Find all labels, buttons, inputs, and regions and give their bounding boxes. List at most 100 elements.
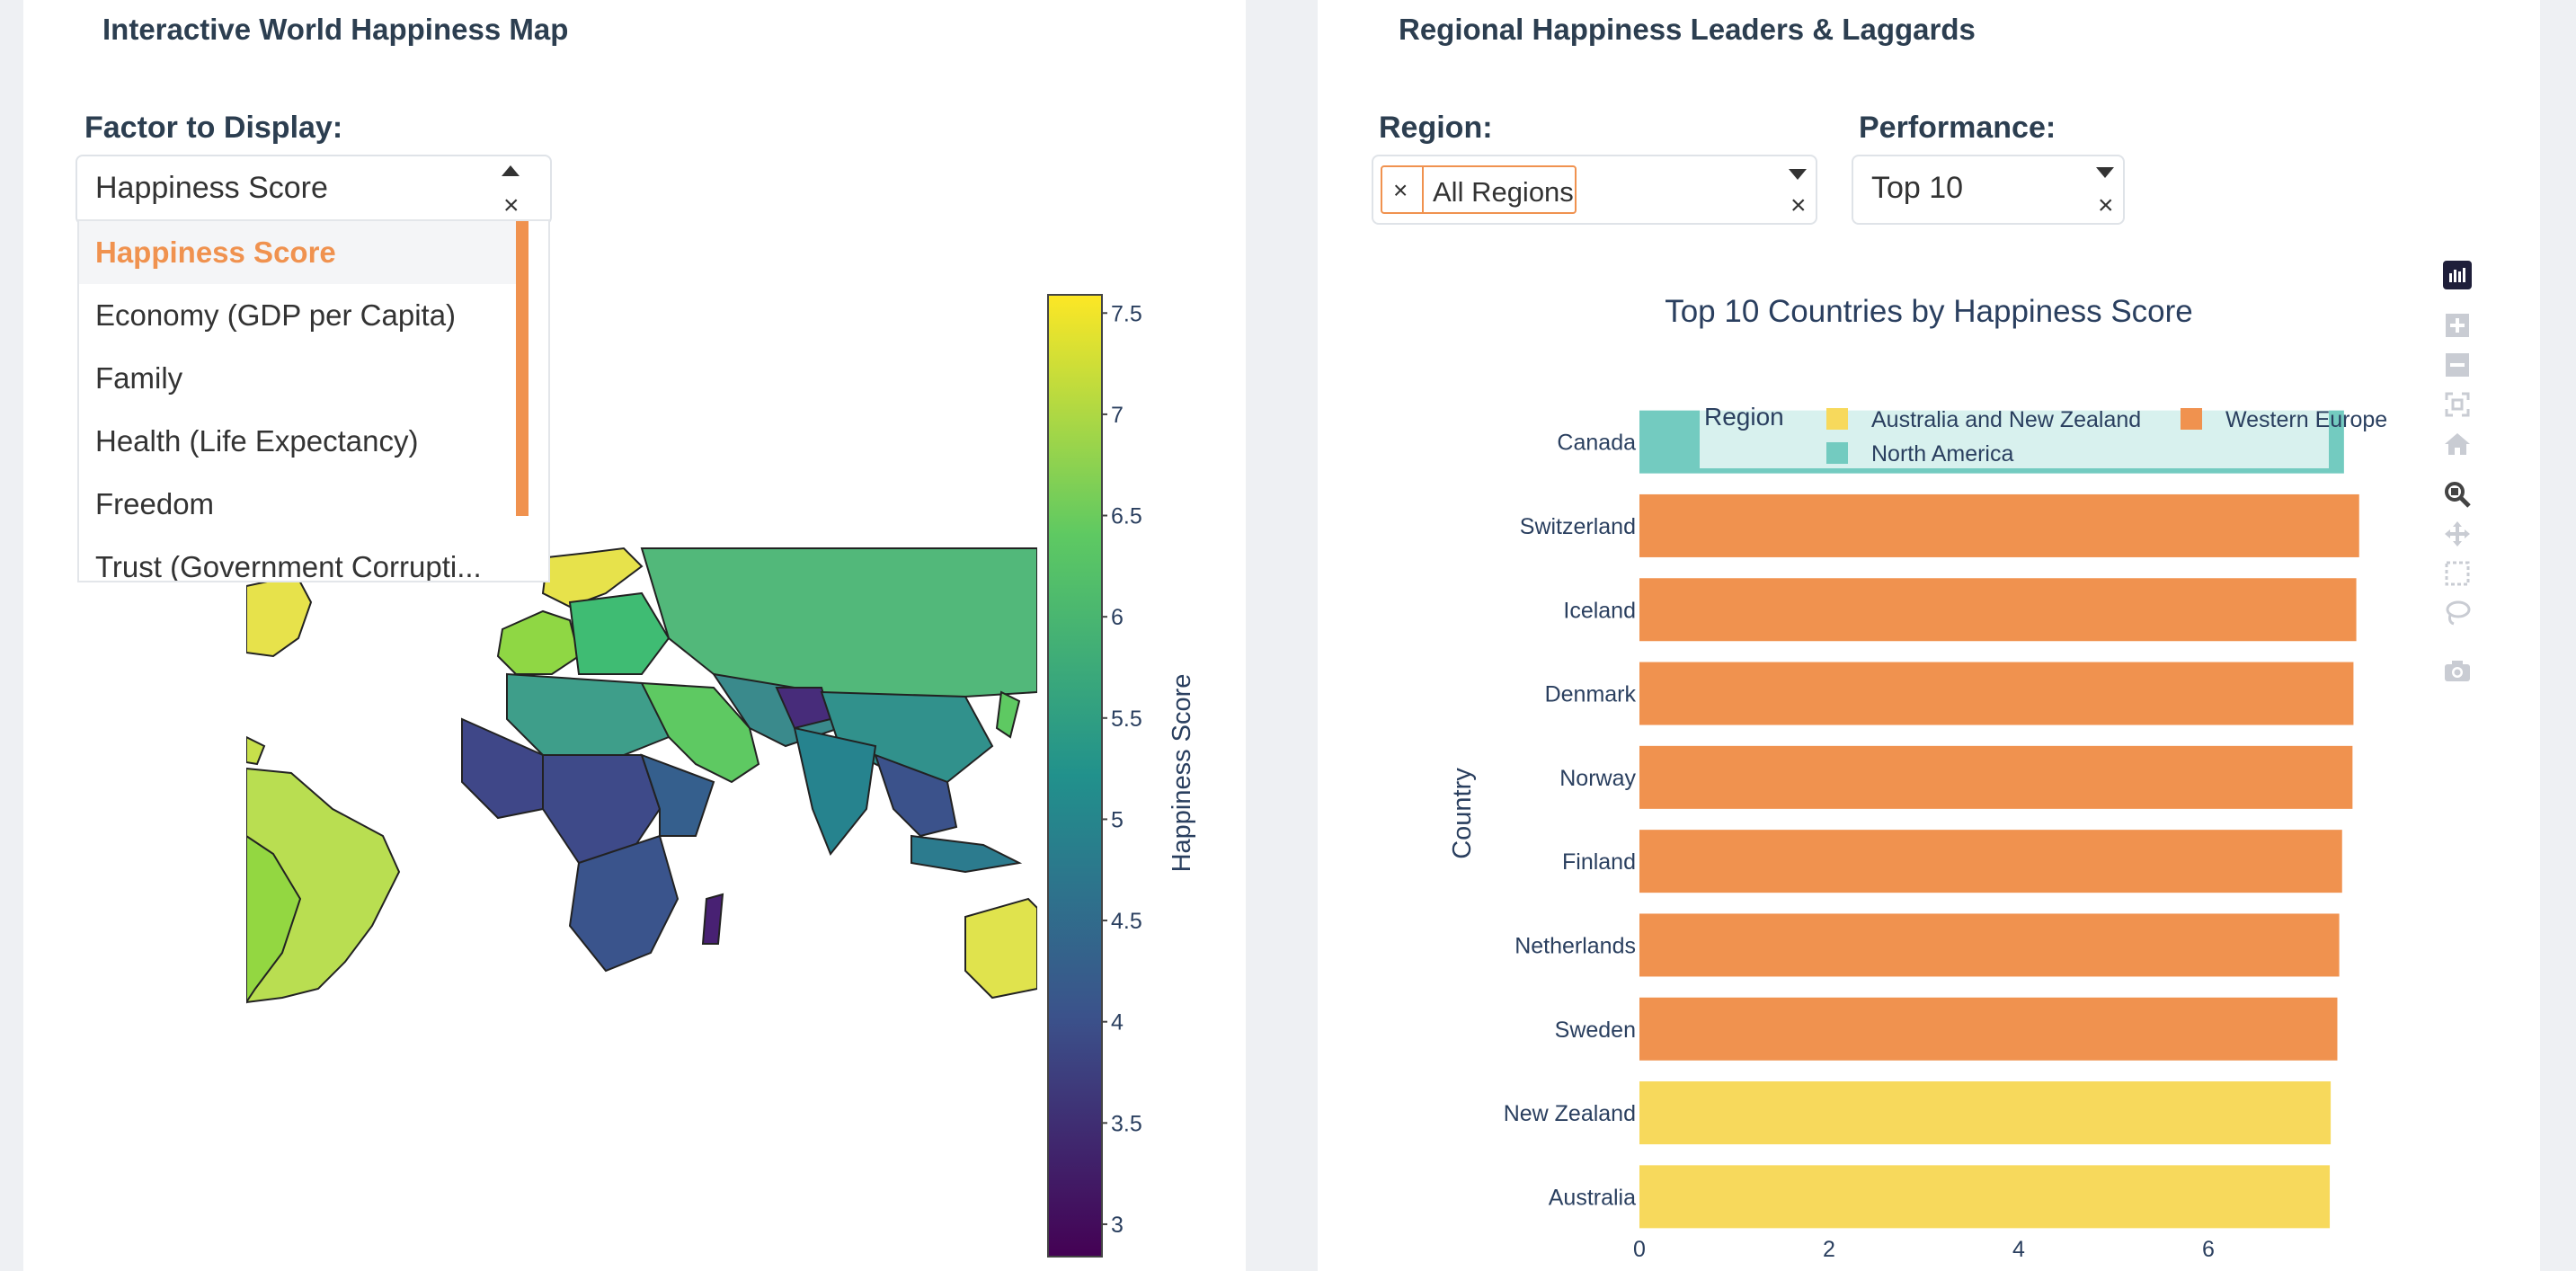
colorbar-tick-label: 6 xyxy=(1111,605,1124,630)
legend-entry-label[interactable]: North America xyxy=(1871,441,2013,467)
top10-bar-chart: Top 10 Countries by Happiness Score Coun… xyxy=(1448,294,2387,1262)
factor-dropdown-menu: Happiness Score Economy (GDP per Capita) F… xyxy=(77,219,550,582)
india-shape xyxy=(793,726,877,856)
x-tick-label: 4 xyxy=(2012,1237,2025,1262)
clear-icon[interactable]: × xyxy=(503,191,520,220)
autoscale-icon[interactable] xyxy=(2443,390,2472,419)
eastern-europe-shape xyxy=(568,591,671,675)
x-tick-label: 2 xyxy=(1823,1237,1835,1262)
performance-select-value: Top 10 xyxy=(1871,171,1964,205)
madagascar-shape xyxy=(701,893,724,945)
lasso-select-icon[interactable] xyxy=(2443,599,2472,627)
performance-label: Performance: xyxy=(1859,111,2056,145)
bar-denmark[interactable] xyxy=(1639,662,2354,725)
plotly-logo-icon[interactable] xyxy=(2443,261,2472,289)
chart-title: Top 10 Countries by Happiness Score xyxy=(1665,294,2193,329)
legend-swatch[interactable] xyxy=(1826,442,1848,464)
y-tick-label: New Zealand xyxy=(1504,1101,1636,1126)
dropdown-scrollbar[interactable] xyxy=(516,221,529,516)
legend-background xyxy=(1700,400,2329,468)
factor-select[interactable]: Happiness Score × xyxy=(76,155,552,225)
y-tick-label: Australia xyxy=(1549,1185,1636,1210)
chevron-down-icon[interactable] xyxy=(1789,169,1807,180)
y-tick-label: Finland xyxy=(1562,849,1636,875)
pan-icon[interactable] xyxy=(2443,520,2472,548)
region-multiselect[interactable]: × All Regions × xyxy=(1372,155,1817,225)
colorbar-tick-label: 4 xyxy=(1111,1010,1124,1035)
y-tick-label: Iceland xyxy=(1563,598,1636,623)
clear-icon[interactable]: × xyxy=(2098,191,2114,220)
west-africa-shape xyxy=(461,717,544,820)
southern-africa-shape xyxy=(568,834,680,973)
bar-panel-title: Regional Happiness Leaders & Laggards xyxy=(1399,13,1976,46)
legend-swatch[interactable] xyxy=(1826,408,1848,430)
x-tick-label: 0 xyxy=(1633,1237,1646,1262)
colorbar-tick-label: 3.5 xyxy=(1111,1111,1142,1136)
bar-new-zealand[interactable] xyxy=(1639,1081,2332,1145)
clear-icon[interactable]: × xyxy=(1790,191,1807,220)
y-tick-label: Netherlands xyxy=(1515,933,1636,958)
western-europe-shape xyxy=(496,609,581,675)
colorbar-tick-label: 7.5 xyxy=(1111,301,1142,326)
north-america-shape xyxy=(246,573,313,658)
indonesia-shape xyxy=(910,834,1023,874)
region-chip-label: All Regions xyxy=(1433,176,1574,208)
dropdown-option[interactable]: Happiness Score xyxy=(79,221,516,284)
y-tick-label: Sweden xyxy=(1555,1018,1636,1043)
zoom-out-icon[interactable] xyxy=(2443,351,2472,379)
colorbar-tick-label: 5 xyxy=(1111,807,1124,832)
factor-label: Factor to Display: xyxy=(84,111,343,145)
bar-australia[interactable] xyxy=(1639,1165,2331,1229)
remove-chip-icon[interactable]: × xyxy=(1393,176,1408,204)
bar-netherlands[interactable] xyxy=(1639,913,2340,977)
zoom-in-icon[interactable] xyxy=(2443,311,2472,340)
map-card: Interactive World Happiness Map Factor t… xyxy=(23,0,1246,1271)
scandinavia-shape xyxy=(541,547,644,609)
colorbar-tick-label: 7 xyxy=(1111,403,1124,428)
colorbar-title: Happiness Score xyxy=(1168,674,1196,873)
box-select-icon[interactable] xyxy=(2443,559,2472,588)
zoom-icon[interactable] xyxy=(2443,480,2472,509)
y-axis-title: Country xyxy=(1448,768,1477,859)
bar-switzerland[interactable] xyxy=(1639,493,2359,557)
colorbar-tick-label: 3 xyxy=(1111,1213,1124,1238)
legend-title: Region xyxy=(1704,403,1784,431)
colorbar-tick-label: 5.5 xyxy=(1111,707,1142,732)
legend-entry-label[interactable]: Western Europe xyxy=(2225,407,2387,432)
y-tick-label: Norway xyxy=(1559,766,1636,791)
y-tick-label: Denmark xyxy=(1545,682,1637,707)
east-africa-shape xyxy=(640,753,715,837)
performance-select[interactable]: Top 10 × xyxy=(1852,155,2125,225)
region-label: Region: xyxy=(1379,111,1493,145)
colorbar-tick-label: 6.5 xyxy=(1111,504,1142,529)
bar-iceland[interactable] xyxy=(1639,578,2357,642)
bar-norway[interactable] xyxy=(1639,745,2353,809)
dropdown-option[interactable]: Trust (Government Corrupti... xyxy=(95,550,482,582)
legend-entry-label[interactable]: Australia and New Zealand xyxy=(1871,407,2141,432)
chevron-up-icon[interactable] xyxy=(502,165,520,176)
bar-finland[interactable] xyxy=(1639,830,2342,893)
bar-card: Regional Happiness Leaders & Laggards Re… xyxy=(1318,0,2540,1271)
map-panel-title: Interactive World Happiness Map xyxy=(102,13,569,46)
legend-swatch[interactable] xyxy=(2181,408,2202,430)
central-america-shape xyxy=(246,735,266,766)
dropdown-option[interactable]: Family xyxy=(95,361,183,395)
happiness-colorbar: 7.5 7 6.5 6 5.5 5 4.5 4 3.5 3 Happiness Score xyxy=(1047,294,1196,1258)
world-choropleth-map[interactable] xyxy=(246,539,1037,1007)
dropdown-option[interactable]: Economy (GDP per Capita) xyxy=(95,298,457,332)
chevron-down-icon[interactable] xyxy=(2096,167,2114,178)
russia-shape xyxy=(640,547,1037,712)
colorbar-gradient xyxy=(1047,294,1103,1258)
reset-axes-icon[interactable] xyxy=(2443,430,2472,458)
south-america-west-shape xyxy=(246,834,302,1004)
bar-sweden[interactable] xyxy=(1639,997,2338,1061)
camera-icon[interactable] xyxy=(2443,656,2472,685)
region-chip: × All Regions xyxy=(1381,165,1577,214)
dropdown-option[interactable]: Freedom xyxy=(95,487,215,520)
southeast-asia-shape xyxy=(874,753,958,838)
y-tick-label: Switzerland xyxy=(1520,514,1636,539)
modebar xyxy=(2443,261,2486,710)
x-tick-label: 6 xyxy=(2202,1237,2215,1262)
japan-shape xyxy=(995,690,1021,739)
dropdown-option[interactable]: Health (Life Expectancy) xyxy=(95,424,419,458)
